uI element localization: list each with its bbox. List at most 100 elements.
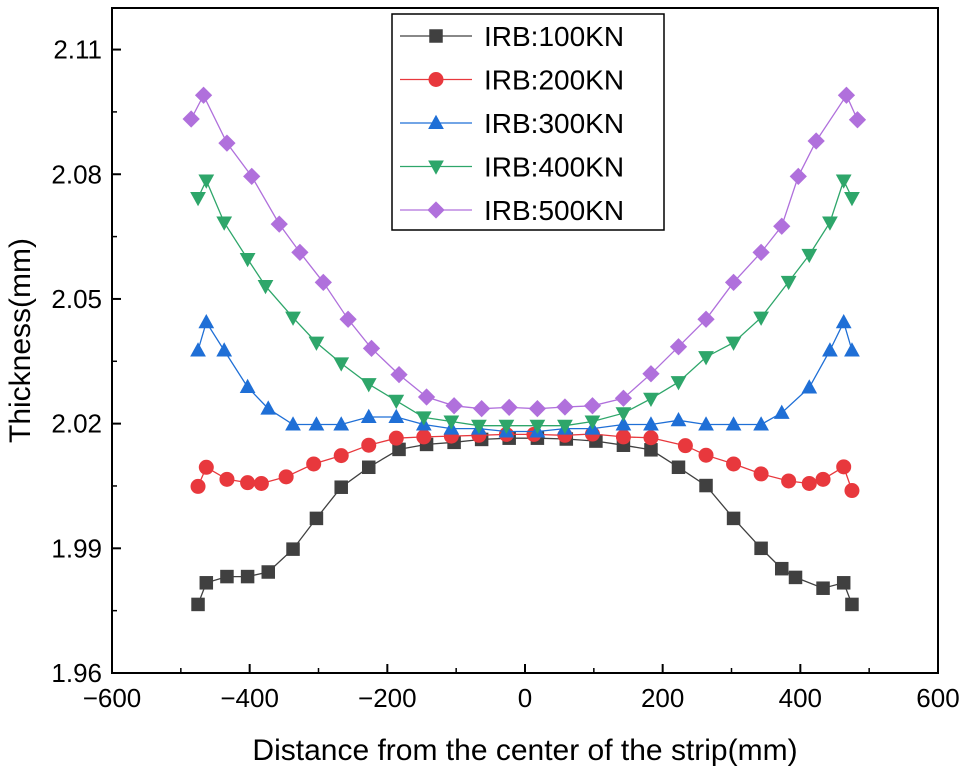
data-point [334, 480, 348, 494]
data-point [339, 310, 357, 328]
y-tick-label: 2.11 [53, 35, 102, 65]
data-point [752, 243, 770, 262]
data-point [278, 469, 294, 485]
x-tick-label: −200 [358, 683, 417, 713]
data-point [754, 541, 768, 556]
data-point [557, 419, 573, 434]
data-point [801, 475, 817, 491]
data-point [669, 338, 688, 356]
data-point [801, 248, 818, 264]
data-point [644, 443, 658, 457]
data-point [822, 342, 838, 357]
legend: IRB:100KN IRB:200KN IRB:300KN IRB:400KN IRB:… [391, 13, 665, 231]
legend-entry-3: IRB:300KN [400, 108, 624, 139]
data-point [726, 456, 742, 472]
data-point [388, 430, 404, 446]
data-point [198, 459, 214, 475]
x-tick-label: 200 [641, 683, 684, 713]
series-2 [190, 426, 860, 499]
data-point [807, 132, 825, 150]
series-5 [182, 86, 867, 418]
data-point [643, 430, 659, 446]
data-point [845, 597, 859, 612]
data-point [261, 565, 276, 579]
data-point [415, 411, 432, 426]
data-point [815, 471, 831, 487]
data-point [198, 174, 215, 189]
legend-entry-4: IRB:400KN [400, 152, 624, 183]
data-point [257, 280, 274, 295]
y-tick-label: 2.08 [51, 159, 102, 189]
legend-marker [427, 201, 445, 219]
data-point [753, 311, 769, 326]
data-point [194, 86, 213, 104]
y-tick-label: 2.02 [51, 409, 102, 439]
series-line [197, 178, 853, 427]
data-point [182, 110, 200, 128]
data-point [780, 275, 797, 291]
data-point [361, 460, 376, 475]
x-tick-label: −600 [83, 683, 142, 713]
data-point [471, 419, 487, 434]
series-4 [190, 174, 860, 434]
data-point [698, 447, 714, 463]
data-point [360, 408, 377, 423]
legend-entry-5: IRB:500KN [400, 195, 624, 226]
data-point [614, 389, 633, 407]
data-point [198, 313, 215, 329]
data-point [270, 215, 288, 233]
data-point [788, 570, 803, 585]
x-tick-label: −400 [220, 683, 279, 713]
legend-marker [428, 160, 444, 175]
series-line [197, 437, 853, 605]
data-point [753, 466, 769, 482]
data-point [500, 398, 518, 417]
data-point [698, 351, 714, 366]
data-point [789, 167, 807, 185]
data-point [642, 365, 660, 383]
data-point [240, 475, 256, 491]
data-point [361, 437, 377, 453]
x-tick-label: 0 [518, 683, 532, 713]
data-point [725, 336, 742, 351]
data-point [314, 273, 332, 291]
data-point [286, 542, 300, 556]
data-point [190, 342, 206, 357]
data-point [191, 597, 205, 612]
data-point [836, 459, 852, 475]
data-point [291, 243, 309, 262]
legend-label: IRB:400KN [484, 152, 624, 183]
data-point [801, 379, 818, 394]
data-point [670, 376, 687, 391]
series-group [182, 86, 867, 612]
data-point [220, 569, 234, 584]
data-point [583, 397, 602, 415]
data-point [190, 191, 206, 207]
data-point [445, 397, 463, 415]
data-point [529, 419, 546, 434]
data-point [822, 216, 838, 231]
data-point [556, 398, 574, 416]
x-tick-label: 400 [779, 683, 822, 713]
legend-label: IRB:200KN [484, 65, 624, 96]
data-point [837, 86, 856, 104]
series-1 [191, 431, 859, 612]
data-point [253, 475, 269, 491]
data-point [643, 416, 659, 431]
data-point [528, 400, 547, 418]
data-point [240, 569, 255, 584]
y-tick-label: 1.96 [51, 658, 102, 688]
data-point [243, 167, 261, 185]
data-point [333, 357, 350, 372]
data-point [724, 273, 743, 291]
legend-marker [428, 72, 444, 87]
data-point [239, 253, 256, 268]
y-tick-label: 2.05 [51, 284, 102, 314]
series-3 [190, 313, 860, 438]
legend-label: IRB:100KN [484, 21, 624, 52]
data-point [753, 416, 769, 431]
axes-group: −600 −400 −200 0 200 400 600 1.96 1.99 2.02 2.05 2.… [51, 7, 960, 713]
data-point [615, 429, 631, 445]
y-axis-title: Thickness(mm) [4, 238, 37, 443]
legend-label: IRB:300KN [484, 108, 624, 139]
